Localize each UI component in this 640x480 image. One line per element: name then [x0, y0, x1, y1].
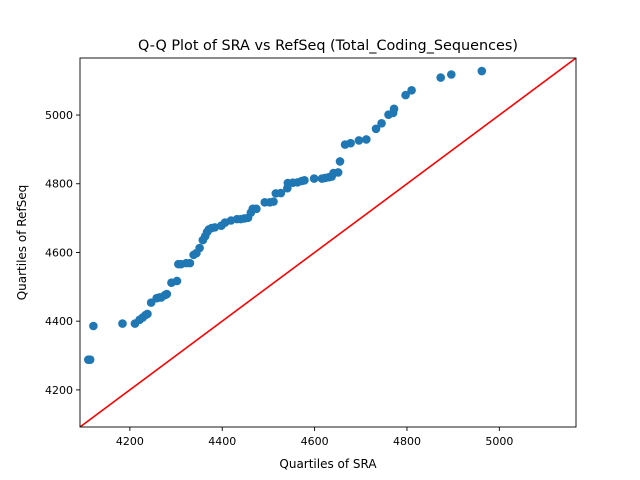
data-point [276, 188, 286, 198]
data-points [84, 66, 487, 364]
y-tick-label: 4600 [45, 246, 73, 259]
data-point [333, 168, 343, 177]
data-point [172, 276, 182, 286]
x-tick-label: 4800 [393, 435, 421, 448]
y-tick-label: 5000 [45, 109, 73, 122]
x-tick-label: 4200 [116, 435, 144, 448]
data-point [300, 176, 309, 185]
x-axis: 4200 4400 4600 4800 5000 [116, 427, 513, 448]
y-tick-label: 4400 [45, 315, 73, 328]
data-point [436, 73, 445, 82]
data-point [85, 355, 95, 364]
data-point [354, 136, 364, 145]
reference-line [80, 58, 576, 427]
y-tick-label: 4800 [45, 178, 73, 191]
data-point [407, 85, 416, 95]
data-point [210, 223, 220, 232]
data-point [362, 135, 371, 144]
x-axis-label: Quartiles of SRA [279, 457, 377, 471]
x-tick-label: 4400 [208, 435, 236, 448]
data-point [89, 321, 98, 331]
data-point [269, 197, 278, 206]
data-point [143, 309, 152, 319]
x-tick-label: 5000 [485, 435, 513, 448]
data-point [346, 138, 355, 148]
plot-frame [79, 57, 577, 428]
data-point [335, 157, 345, 166]
chart-title: Q-Q Plot of SRA vs RefSeq (Total_Coding_… [138, 38, 518, 54]
data-point [162, 289, 172, 299]
data-point [477, 66, 487, 76]
data-point [118, 319, 127, 328]
data-point [401, 90, 410, 100]
data-point [371, 124, 381, 134]
plot-area [80, 58, 576, 427]
data-point [309, 174, 319, 183]
data-point [447, 70, 456, 79]
x-tick-label: 4600 [301, 435, 329, 448]
data-point [252, 204, 261, 214]
data-point [389, 104, 399, 114]
y-axis: 4200 4400 4600 4800 5000 [45, 109, 80, 397]
data-point [377, 118, 386, 128]
y-axis-label: Quartiles of RefSeq [15, 185, 29, 301]
data-point [195, 243, 204, 253]
data-point [185, 258, 195, 268]
y-tick-label: 4200 [45, 384, 73, 397]
